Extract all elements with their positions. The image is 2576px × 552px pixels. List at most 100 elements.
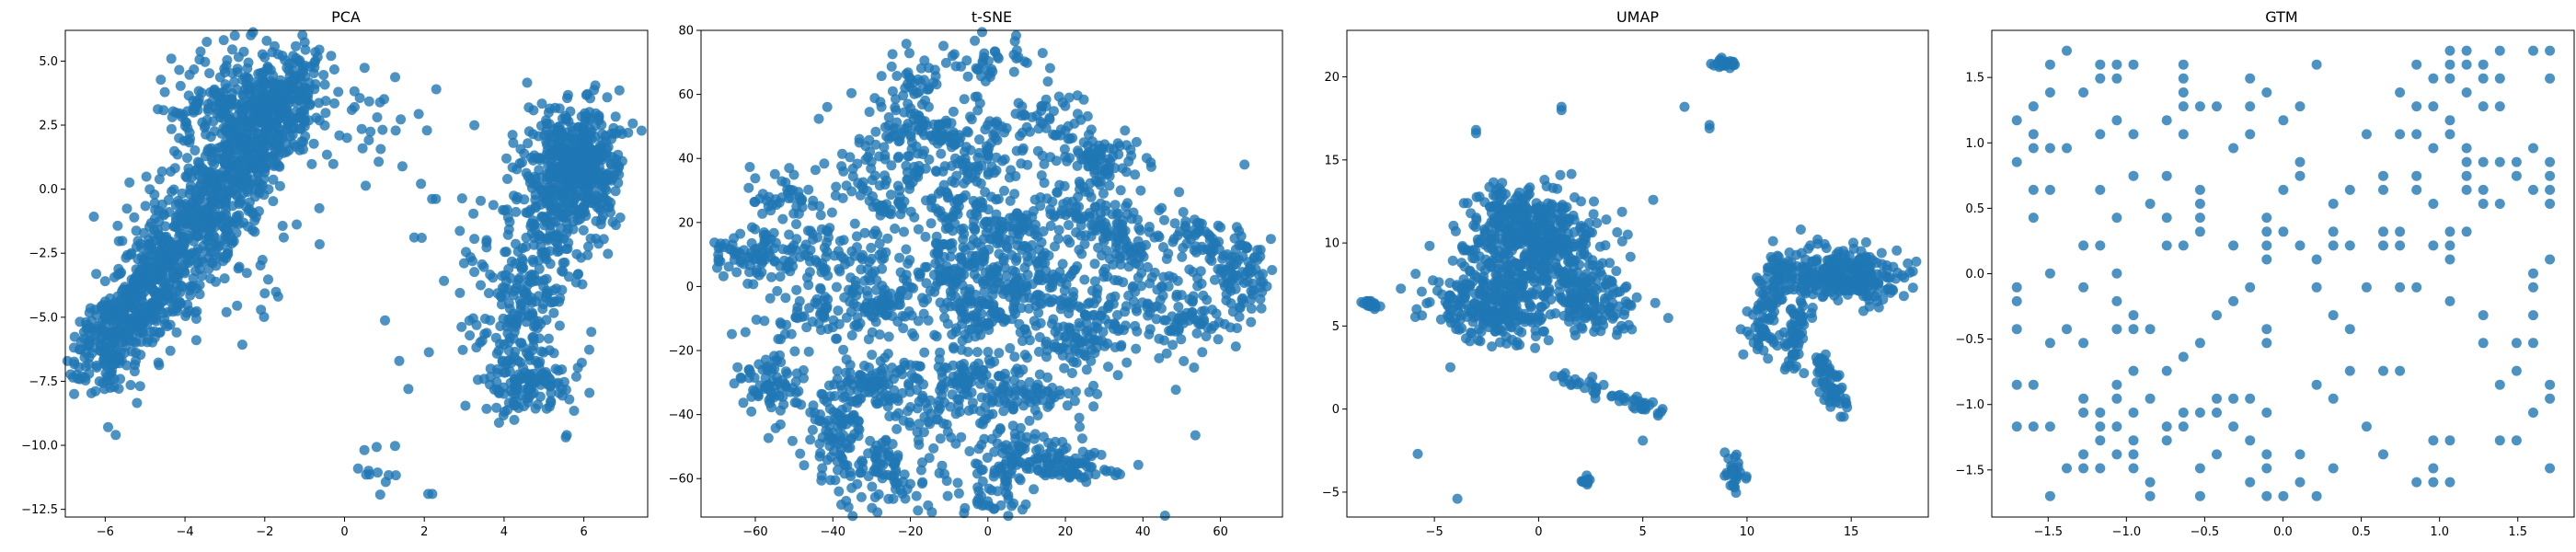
pca-point	[519, 194, 530, 205]
tsne-point	[1076, 248, 1087, 259]
tsne-point	[1126, 150, 1137, 161]
pca-point	[226, 178, 237, 188]
tsne-point	[763, 365, 774, 376]
tsne-point	[1208, 239, 1219, 250]
pca-point	[468, 208, 479, 219]
tsne-point	[738, 397, 749, 408]
pca-point	[515, 338, 526, 349]
pca-point	[306, 158, 317, 169]
tsne-point	[952, 394, 963, 405]
tsne-point	[1017, 127, 1028, 138]
pca-point	[150, 213, 160, 224]
tsne-point	[923, 84, 934, 95]
tsne-point	[846, 288, 857, 299]
pca-point	[297, 64, 308, 75]
pca-point	[308, 138, 319, 149]
pca-point	[394, 355, 405, 366]
pca-point	[174, 268, 184, 279]
tsne-point	[1029, 316, 1040, 327]
tsne-point	[1200, 226, 1211, 237]
tsne-point	[979, 433, 990, 444]
tsne-point	[884, 411, 895, 421]
tsne-point	[865, 146, 876, 157]
tsne-point	[782, 368, 793, 379]
pca-point	[80, 361, 91, 372]
tsne-point	[1045, 209, 1056, 220]
pca-point	[129, 297, 140, 308]
tsne-point	[1084, 449, 1095, 460]
tsne-point	[815, 284, 826, 294]
tsne-point	[923, 315, 934, 326]
pca-point	[509, 414, 520, 425]
tsne-point	[1079, 347, 1090, 358]
tsne-point	[1261, 281, 1272, 292]
pca-point	[159, 86, 170, 98]
tsne-point	[1112, 275, 1123, 286]
pca-xtick-label: −4	[176, 525, 193, 539]
tsne-point	[937, 380, 948, 390]
pca-point	[584, 387, 595, 398]
tsne-point	[1096, 449, 1107, 460]
pca-point	[469, 120, 480, 131]
pca-point	[586, 327, 597, 338]
pca-point	[500, 247, 511, 258]
pca-point	[124, 177, 135, 188]
tsne-point	[746, 406, 757, 417]
tsne-point	[746, 237, 757, 248]
pca-point	[512, 378, 523, 389]
tsne-point	[1213, 220, 1224, 231]
tsne-point	[909, 212, 920, 223]
pca-point	[604, 167, 615, 178]
tsne-point	[777, 391, 788, 402]
tsne-point	[1078, 137, 1089, 148]
tsne-point	[814, 451, 825, 462]
pca-point	[167, 111, 178, 122]
pca-point	[221, 306, 232, 317]
pca-point	[258, 69, 269, 79]
pca-point	[372, 112, 383, 122]
tsne-point	[1075, 421, 1085, 432]
tsne-point	[829, 250, 840, 261]
tsne-point	[978, 234, 989, 245]
pca-point	[253, 167, 264, 178]
pca-point	[196, 223, 207, 234]
tsne-point	[846, 482, 857, 493]
pca-point	[505, 272, 516, 283]
pca-point	[551, 283, 562, 294]
pca-point	[361, 180, 371, 191]
tsne-point	[1048, 106, 1059, 117]
pca-points	[62, 27, 647, 500]
tsne-point	[949, 205, 960, 216]
tsne-point	[875, 205, 886, 216]
pca-point	[507, 162, 518, 173]
tsne-point	[823, 380, 834, 391]
pca-point	[374, 489, 385, 500]
tsne-point	[1226, 251, 1237, 262]
pca-point	[238, 46, 249, 57]
pca-point	[247, 113, 258, 124]
tsne-point	[880, 170, 890, 181]
tsne-point	[1067, 296, 1078, 307]
tsne-point	[817, 389, 828, 400]
tsne-point	[822, 415, 834, 426]
pca-point	[212, 108, 223, 119]
pca-point	[135, 327, 146, 338]
pca-point	[380, 477, 391, 488]
pca-point	[300, 44, 311, 55]
pca-point	[555, 162, 566, 173]
pca-point	[225, 232, 236, 242]
tsne-point	[829, 391, 840, 401]
pca-point	[538, 213, 549, 224]
tsne-point	[849, 218, 860, 229]
tsne-point	[1053, 451, 1064, 462]
pca-point	[613, 149, 624, 160]
pca-point	[365, 126, 376, 137]
pca-point	[187, 172, 197, 183]
pca-point	[485, 315, 496, 326]
pca-point	[166, 123, 177, 134]
tsne-ytick-label: 60	[678, 88, 694, 102]
tsne-point	[1194, 218, 1205, 228]
pca-title: PCA	[331, 8, 361, 26]
tsne-point	[933, 414, 943, 425]
tsne-point	[1149, 267, 1160, 278]
